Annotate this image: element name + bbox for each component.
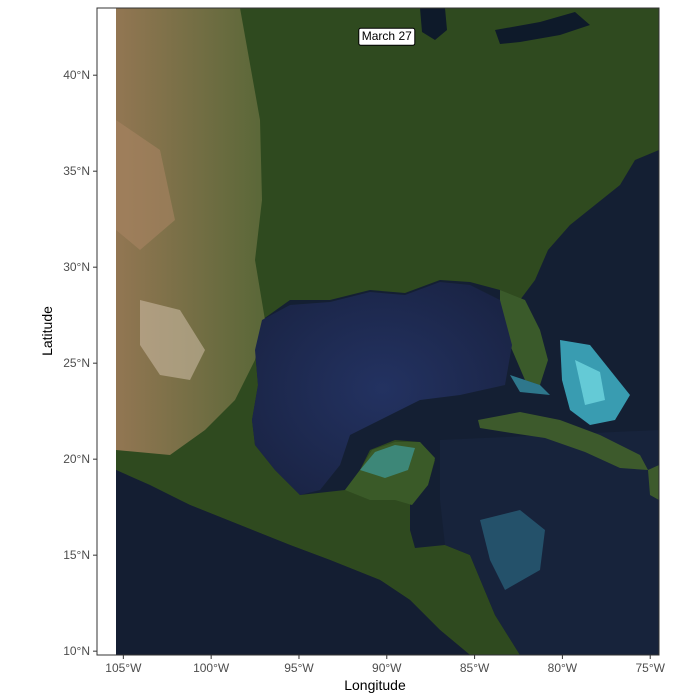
map-panel bbox=[97, 8, 659, 655]
satellite-basemap bbox=[116, 8, 659, 655]
panel-border bbox=[96, 7, 660, 656]
x-tick-label: 95°W bbox=[284, 661, 314, 675]
x-tick-label: 100°W bbox=[193, 661, 230, 675]
y-tick-label: 20°N bbox=[63, 452, 90, 466]
y-axis-title: Latitude bbox=[39, 306, 55, 356]
x-tick-label: 75°W bbox=[635, 661, 665, 675]
y-axis: 10°N 15°N 20°N 25°N 30°N 35°N 40°N bbox=[63, 68, 97, 658]
y-tick-label: 10°N bbox=[63, 644, 90, 658]
y-tick-label: 40°N bbox=[63, 68, 90, 82]
y-tick-label: 25°N bbox=[63, 356, 90, 370]
x-tick-label: 80°W bbox=[548, 661, 578, 675]
x-tick-label: 105°W bbox=[105, 661, 142, 675]
x-tick-label: 90°W bbox=[372, 661, 402, 675]
no-imagery-strip bbox=[97, 8, 113, 655]
x-tick-label: 85°W bbox=[460, 661, 490, 675]
y-tick-label: 15°N bbox=[63, 548, 90, 562]
x-axis-title: Longitude bbox=[344, 677, 406, 693]
x-axis: 105°W 100°W 95°W 90°W 85°W 80°W 75°W bbox=[105, 655, 666, 675]
date-label: March 27 bbox=[358, 27, 416, 46]
date-label-text: March 27 bbox=[362, 29, 412, 43]
y-tick-label: 35°N bbox=[63, 164, 90, 178]
date-label-box bbox=[358, 27, 416, 46]
y-tick-label: 30°N bbox=[63, 260, 90, 274]
